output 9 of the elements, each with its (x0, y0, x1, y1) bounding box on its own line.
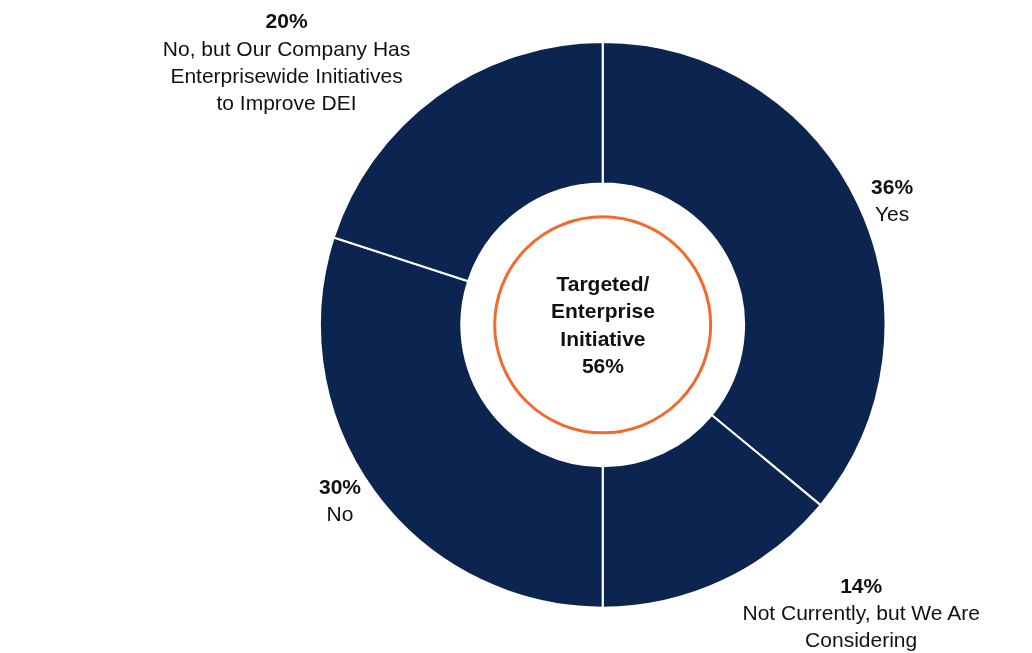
data-label: 20% (265, 9, 308, 33)
text: Targeted/ Enterprise Initiative 56% (551, 272, 655, 377)
data-label: 30% (318, 474, 362, 498)
data-label: 36% (871, 174, 914, 198)
slice-label: No, but Our Company Has Enterprisewide Initiatives to Improve DEI (162, 36, 411, 115)
slice-label: Not Currently, but We Are Considering (742, 600, 980, 652)
data-label: 14% (840, 573, 883, 597)
slice-label: No (326, 501, 354, 525)
slice-label: Yes (875, 202, 910, 226)
